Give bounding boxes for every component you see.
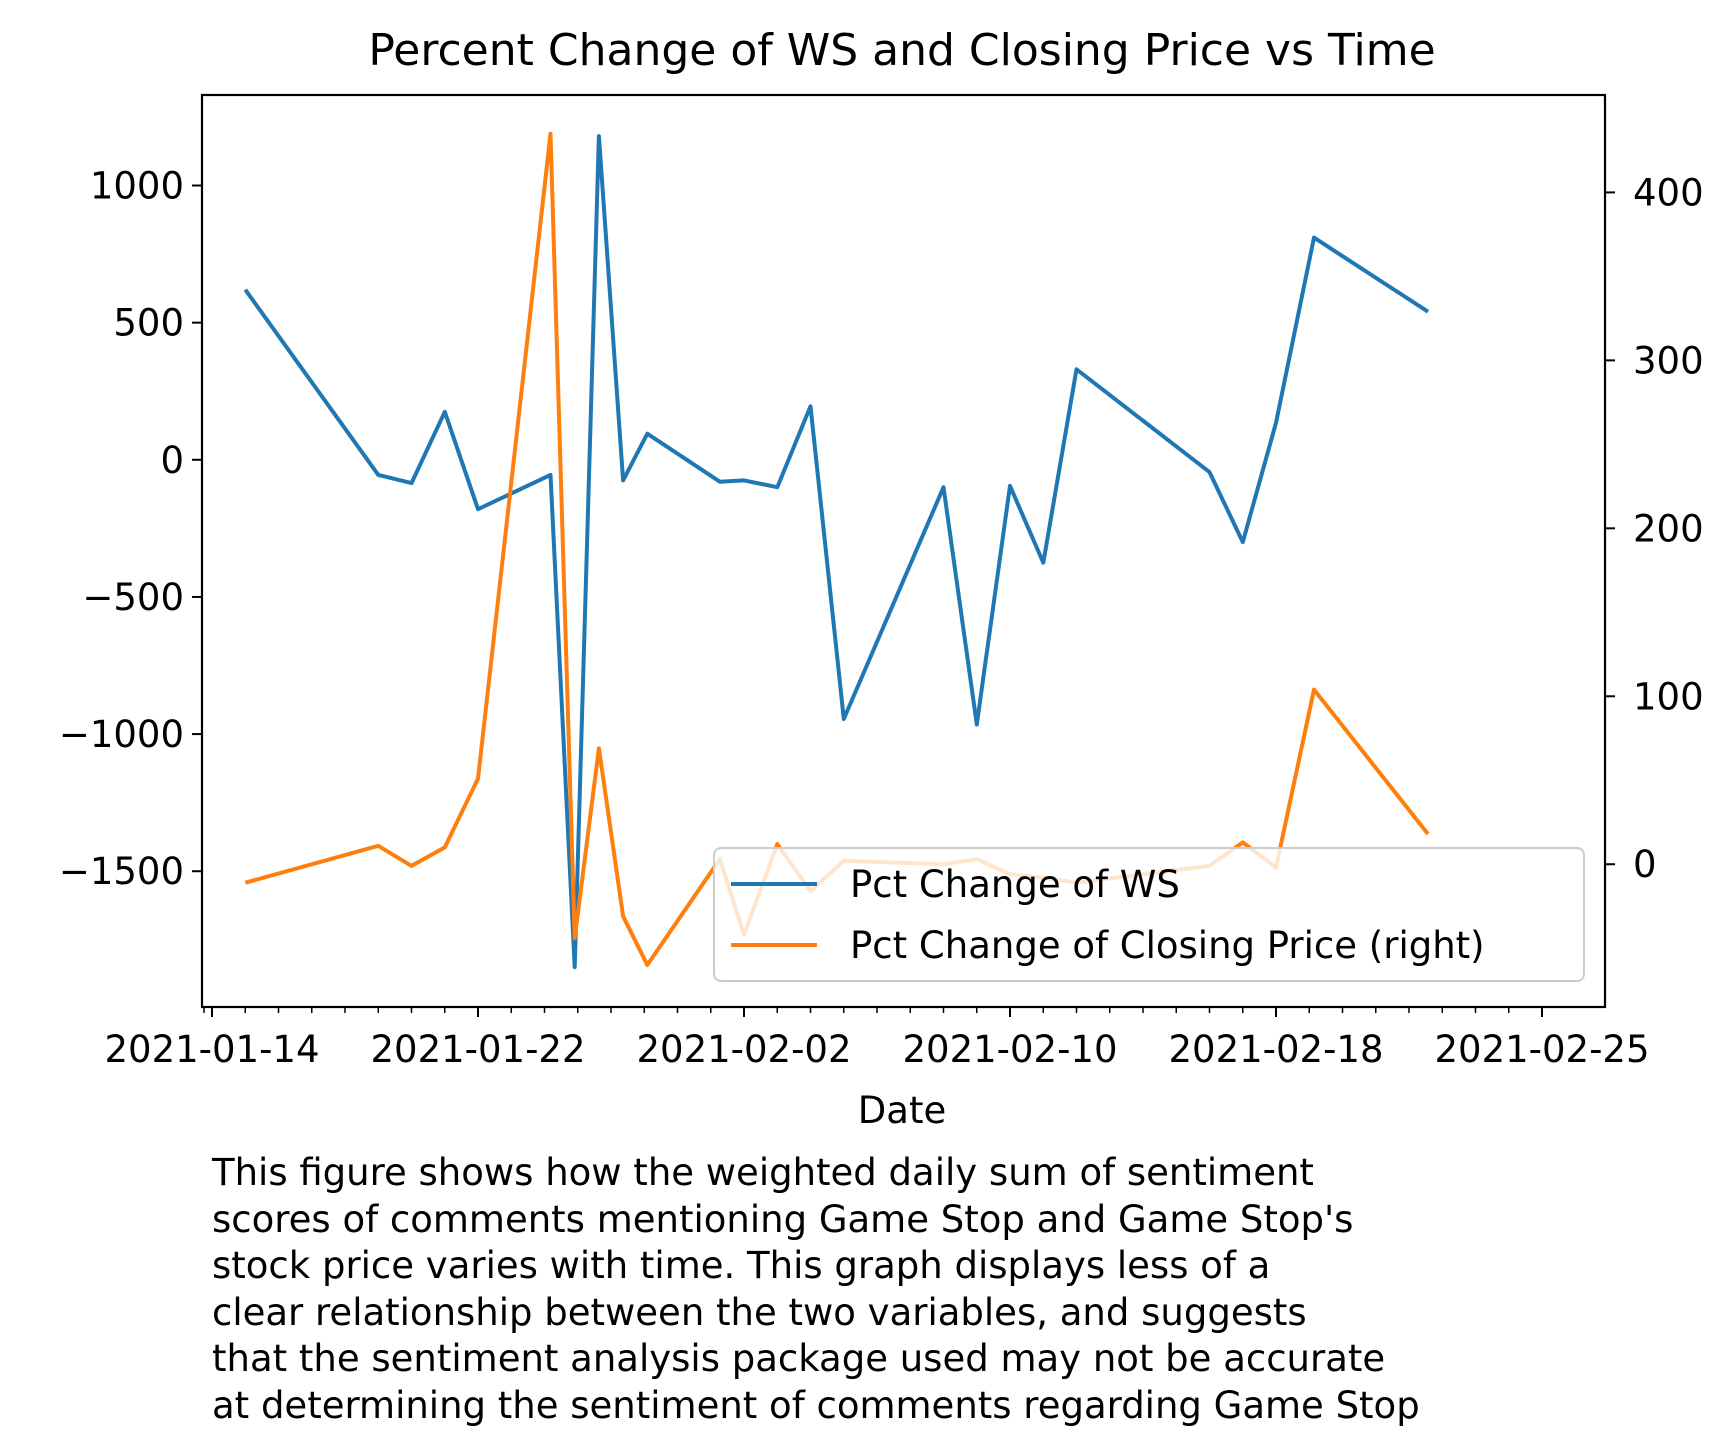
x-axis: 2021-01-14 2021-01-22 2021-02-02 2021-02-10…: [104, 1007, 1650, 1071]
x-tick-label: 2021-01-14: [104, 1028, 319, 1071]
y-left-tick-label: −1000: [59, 713, 184, 756]
x-tick-label: 2021-02-25: [1434, 1028, 1649, 1071]
x-tick-label: 2021-01-22: [370, 1028, 585, 1071]
x-axis-label: Date: [858, 1089, 946, 1132]
y-right-tick-label: 200: [1633, 507, 1704, 550]
caption-line: at determining the sentiment of comments…: [212, 1383, 1420, 1427]
x-tick-label: 2021-02-10: [902, 1028, 1117, 1071]
legend-label-ws: Pct Change of WS: [850, 863, 1180, 906]
series-line-closing-price: [244, 131, 1430, 967]
figure-caption: This figure shows how the weighted daily…: [212, 1150, 1712, 1429]
y-left-tick-label: −500: [82, 576, 184, 619]
caption-line: scores of comments mentioning Game Stop …: [212, 1197, 1354, 1241]
y-right-tick-label: 100: [1633, 675, 1704, 718]
legend: Pct Change of WS Pct Change of Closing P…: [713, 847, 1585, 982]
y-right-axis: 400 300 200 100 0: [1605, 171, 1704, 886]
legend-box: [713, 847, 1585, 982]
y-left-axis: 1000 500 0 −500 −1000 −1500: [59, 165, 202, 893]
caption-line: stock price varies with time. This graph…: [212, 1244, 1271, 1287]
y-right-tick-label: 0: [1633, 843, 1657, 886]
caption-line: clear relationship between the two varia…: [212, 1290, 1307, 1334]
legend-label-closing-price: Pct Change of Closing Price (right): [850, 924, 1485, 967]
y-left-tick-label: 1000: [90, 165, 184, 208]
series-layer: [243, 131, 1430, 970]
x-tick-label: 2021-02-18: [1168, 1028, 1383, 1071]
chart: Percent Change of WS and Closing Price v…: [59, 25, 1704, 1132]
y-right-tick-label: 400: [1633, 171, 1704, 214]
y-left-tick-label: 0: [160, 439, 184, 482]
caption-line: that the sentiment analysis package used…: [212, 1337, 1386, 1380]
y-right-tick-label: 300: [1633, 339, 1704, 382]
y-left-tick-label: 500: [113, 302, 184, 345]
x-tick-label: 2021-02-02: [636, 1028, 851, 1071]
series-line-ws: [243, 134, 1430, 970]
plot-area-frame: [200, 93, 1607, 1009]
chart-title: Percent Change of WS and Closing Price v…: [368, 25, 1435, 76]
caption-line: This figure shows how the weighted daily…: [212, 1151, 1314, 1194]
y-left-tick-label: −1500: [59, 850, 184, 893]
